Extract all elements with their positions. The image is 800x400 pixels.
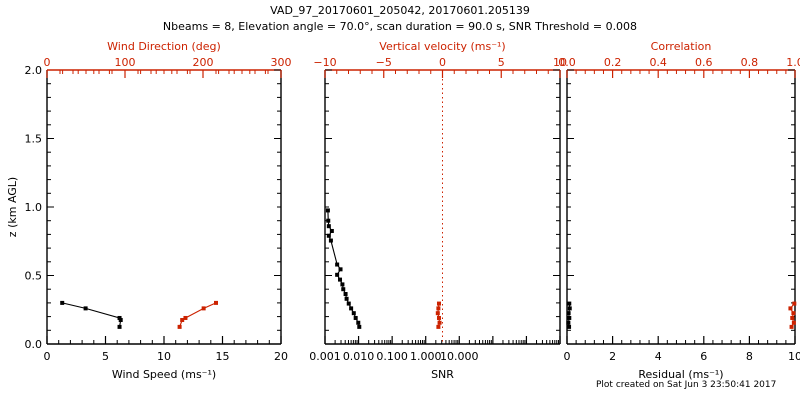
x-axis-label-top: Wind Direction (deg): [107, 40, 221, 53]
x-tick-label-top: 100: [115, 56, 136, 69]
x-tick-label-top: 0: [439, 56, 446, 69]
x-tick-label-top: −5: [376, 56, 392, 69]
x-tick-label-bottom: 4: [655, 350, 662, 363]
x-tick-label-bottom: 0.001: [309, 350, 341, 363]
y-tick-label: 2.0: [25, 64, 43, 77]
x-tick-label-bottom: 20: [274, 350, 288, 363]
x-tick-label-top: 0.4: [649, 56, 667, 69]
y-tick-label: 1.5: [25, 133, 43, 146]
y-tick-label: 0.0: [25, 338, 43, 351]
x-tick-label-top: −10: [313, 56, 336, 69]
x-tick-label-bottom: 2: [609, 350, 616, 363]
x-tick-label-bottom: 15: [216, 350, 230, 363]
data-series: [177, 300, 218, 329]
x-tick-label-top: 0.6: [695, 56, 713, 69]
x-tick-label-bottom: 10.000: [440, 350, 479, 363]
data-series: [325, 208, 362, 329]
data-series: [566, 301, 572, 329]
x-tick-label-top: 5: [498, 56, 505, 69]
x-axis-label-bottom: Wind Speed (ms⁻¹): [112, 368, 216, 381]
y-tick-label: 0.5: [25, 270, 43, 283]
plot-created-timestamp: Plot created on Sat Jun 3 23:50:41 2017: [596, 380, 777, 390]
x-axis-label-top: Vertical velocity (ms⁻¹): [379, 40, 505, 53]
x-tick-label-top: 0.8: [741, 56, 759, 69]
x-axis-label-bottom: Residual (ms⁻¹): [638, 368, 723, 381]
x-tick-label-bottom: 10: [788, 350, 800, 363]
x-axis-label-top: Correlation: [651, 40, 712, 53]
x-tick-label-top: 0.2: [604, 56, 622, 69]
x-tick-label-top: 300: [271, 56, 292, 69]
x-tick-label-bottom: 0: [44, 350, 51, 363]
y-axis-label: z (km AGL): [6, 177, 19, 237]
x-tick-label-bottom: 0: [564, 350, 571, 363]
x-tick-label-bottom: 6: [700, 350, 707, 363]
x-tick-label-top: 0: [44, 56, 51, 69]
x-tick-label-bottom: 0.100: [376, 350, 408, 363]
data-series: [435, 301, 442, 329]
x-tick-label-bottom: 10: [157, 350, 171, 363]
x-tick-label-bottom: 0.010: [343, 350, 375, 363]
data-series: [60, 300, 123, 329]
data-series: [788, 301, 797, 329]
x-tick-label-top: 10: [553, 56, 567, 69]
x-tick-label-top: 1.0: [786, 56, 800, 69]
plot-subtitle: Nbeams = 8, Elevation angle = 70.0°, sca…: [162, 20, 638, 33]
x-tick-label-bottom: 1.000: [410, 350, 442, 363]
x-tick-label-bottom: 8: [746, 350, 753, 363]
x-tick-label-top: 200: [193, 56, 214, 69]
x-axis-label-bottom: SNR: [431, 368, 454, 381]
x-tick-label-top: 0.0: [558, 56, 576, 69]
y-tick-label: 1.0: [25, 201, 43, 214]
page-title: VAD_97_20170601_205042, 20170601.205139: [270, 4, 530, 17]
x-tick-label-bottom: 5: [102, 350, 109, 363]
